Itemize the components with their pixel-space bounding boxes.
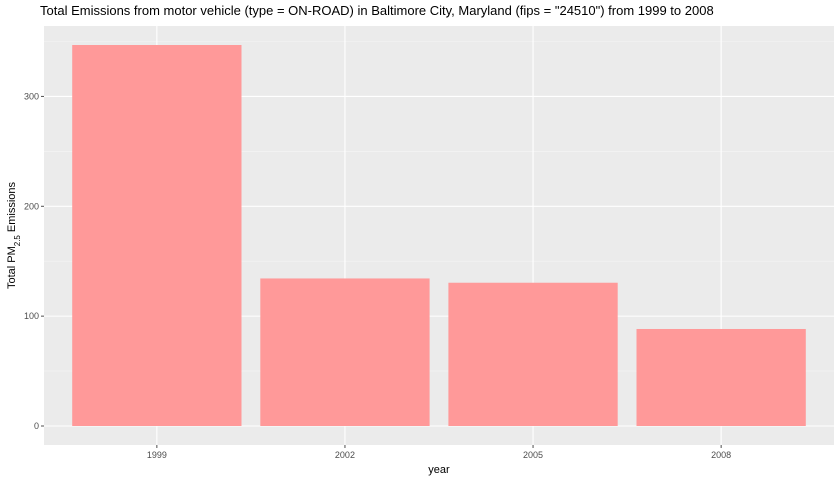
y-axis-title-suffix: Emissions (6, 181, 18, 235)
x-tick-label: 2005 (523, 450, 543, 460)
x-tick-label: 2002 (335, 450, 355, 460)
x-axis-title: year (428, 464, 450, 476)
bars (72, 45, 806, 426)
y-axis-title-prefix: Total PM (6, 246, 18, 289)
y-axis-title: Total PM2.5 Emissions (6, 181, 22, 289)
y-tick-label: 100 (24, 311, 39, 321)
x-axis: 1999 2002 2005 2008 (147, 445, 731, 460)
bar-2008 (636, 328, 806, 426)
y-tick-label: 0 (34, 421, 39, 431)
bar-2005 (448, 282, 618, 426)
bar-2002 (260, 278, 430, 426)
bar-1999 (72, 45, 242, 426)
y-axis: 0 100 200 300 (24, 91, 44, 431)
chart-title: Total Emissions from motor vehicle (type… (40, 3, 714, 18)
y-tick-label: 200 (24, 201, 39, 211)
x-tick-label: 1999 (147, 450, 167, 460)
y-axis-title-subscript: 2.5 (13, 235, 22, 247)
x-tick-label: 2008 (711, 450, 731, 460)
y-tick-label: 300 (24, 91, 39, 101)
